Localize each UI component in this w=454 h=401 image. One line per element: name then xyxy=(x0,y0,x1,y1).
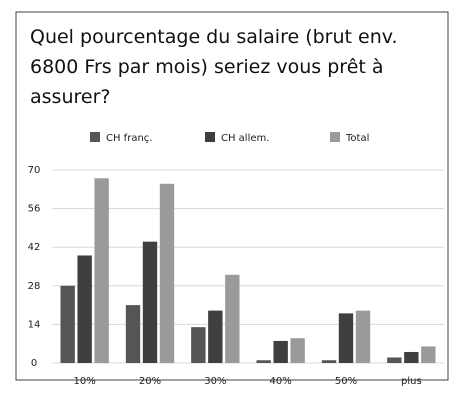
bar xyxy=(125,305,141,363)
legend-swatch xyxy=(330,132,340,142)
bar xyxy=(273,340,288,363)
bar xyxy=(77,255,92,363)
bar xyxy=(94,178,109,363)
bar xyxy=(256,360,271,363)
y-tick-label: 56 xyxy=(28,204,41,215)
y-tick-label: 0 xyxy=(31,358,37,369)
legend-label: CH franç. xyxy=(106,133,152,144)
bar xyxy=(208,310,223,363)
bar xyxy=(387,357,402,363)
bar xyxy=(159,183,175,363)
bar xyxy=(225,274,240,363)
frame xyxy=(15,11,449,381)
bar xyxy=(421,346,436,363)
bar xyxy=(290,338,305,363)
x-tick-label: 40% xyxy=(270,376,292,387)
y-tick-label: 28 xyxy=(28,281,41,292)
x-tick-label: 30% xyxy=(204,376,226,387)
y-tick-label: 14 xyxy=(28,319,41,330)
bar xyxy=(355,310,371,363)
legend-swatch xyxy=(90,132,100,142)
x-tick-label: 20% xyxy=(139,376,161,387)
y-tick-label: 70 xyxy=(28,165,41,176)
x-tick-label: 50% xyxy=(335,376,357,387)
bar xyxy=(338,313,354,363)
bar xyxy=(60,285,75,363)
x-tick-label: 10% xyxy=(74,376,96,387)
bar xyxy=(404,351,419,363)
x-tick-label: plus xyxy=(401,376,422,387)
legend-label: CH allem. xyxy=(221,133,269,144)
bar xyxy=(142,241,158,363)
bar xyxy=(321,360,337,363)
chart-title: Quel pourcentage du salaire (brut env. 6… xyxy=(30,26,398,108)
legend-label: Total xyxy=(345,133,369,144)
legend-swatch xyxy=(205,132,215,142)
y-tick-label: 42 xyxy=(28,242,41,253)
bar xyxy=(191,327,206,363)
